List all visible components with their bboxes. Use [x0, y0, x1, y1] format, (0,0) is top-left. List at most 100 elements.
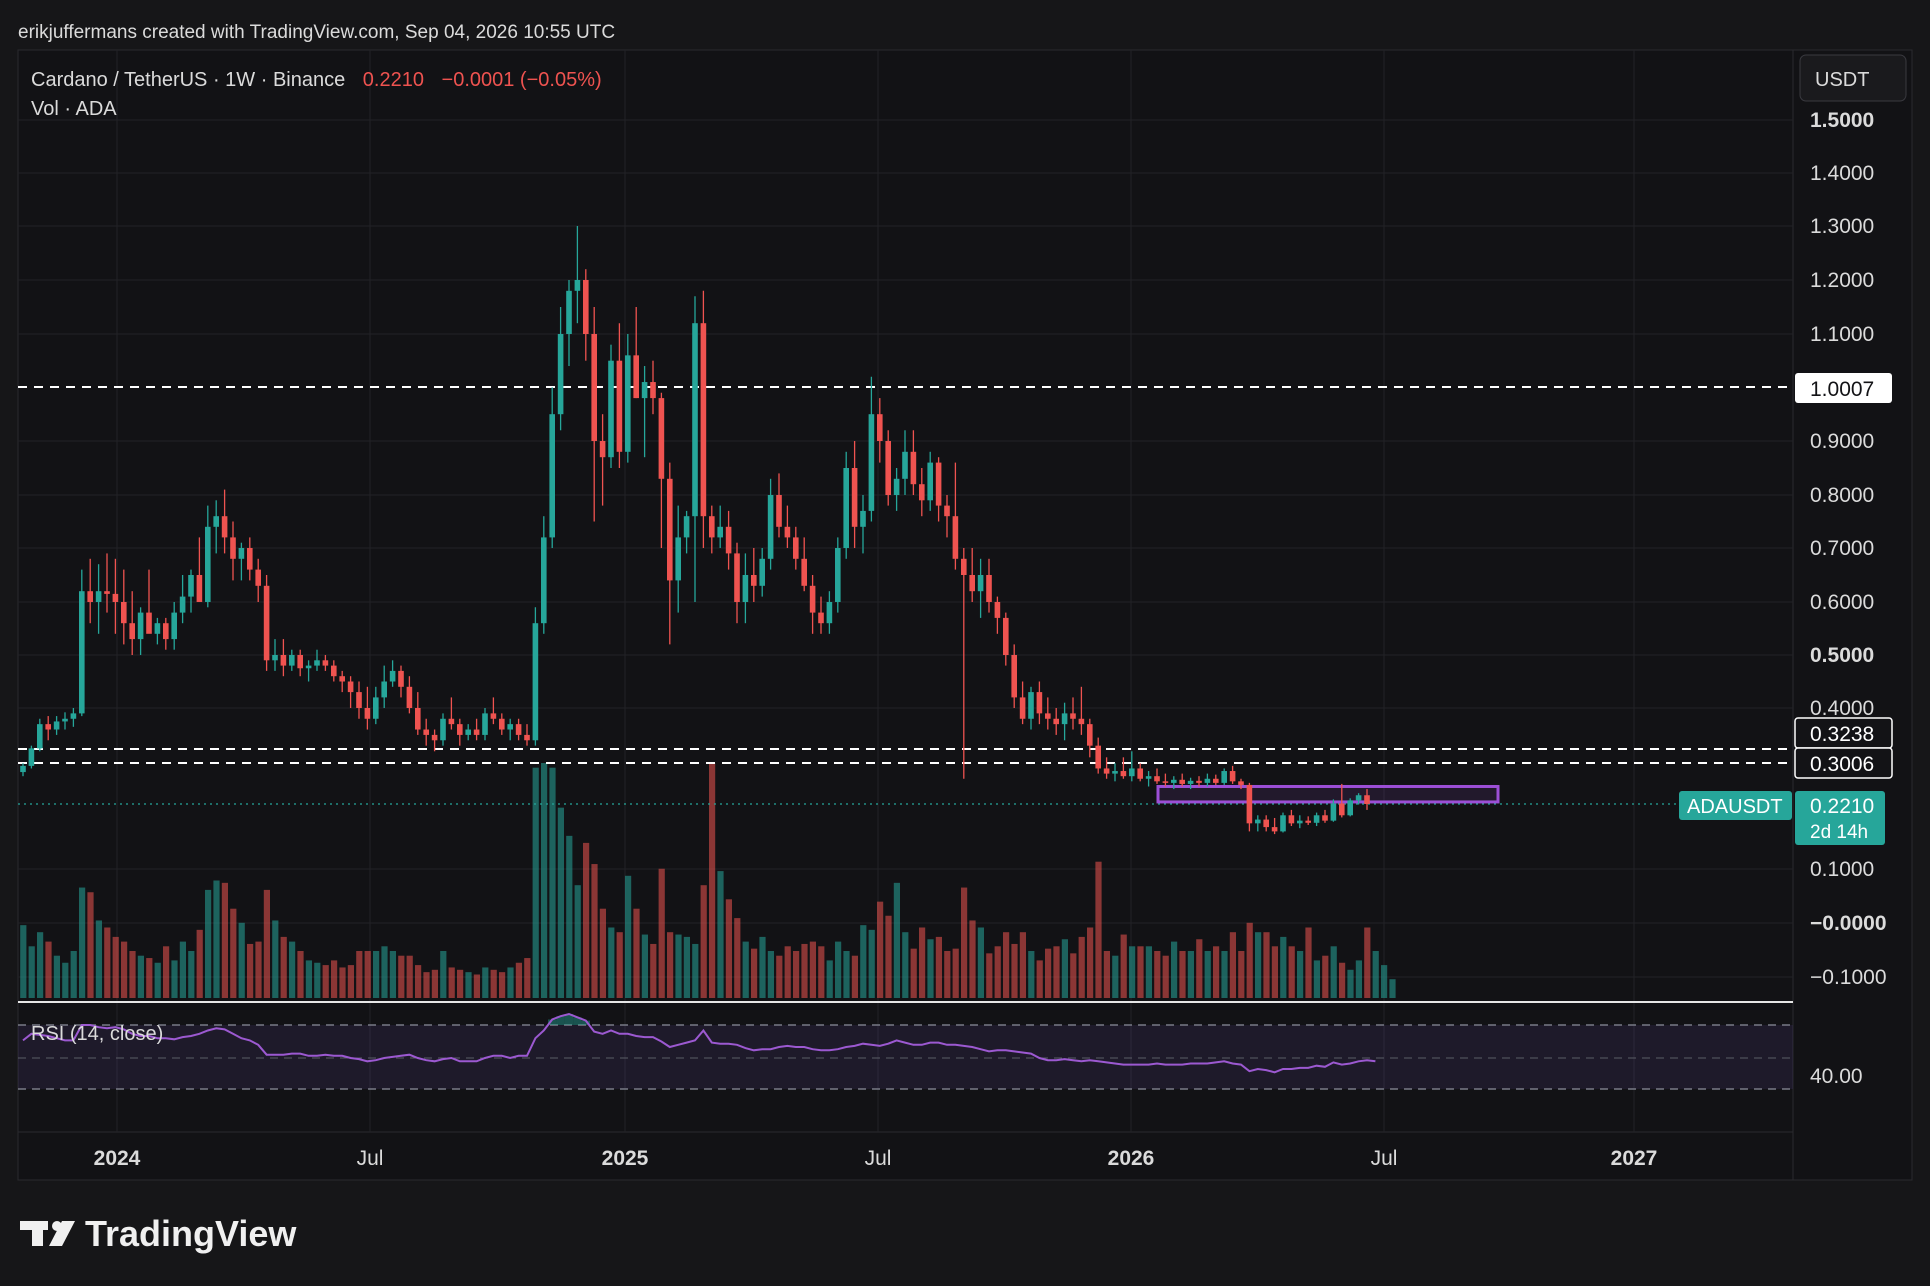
volume-bar	[557, 807, 564, 998]
volume-bar	[1112, 955, 1119, 998]
candle-body	[1145, 776, 1152, 779]
legend-line: Cardano / TetherUS · 1W · Binance 0.2210…	[31, 69, 602, 91]
symbol-price-tag[interactable]: ADAUSDT 0.2210 2d 14h	[1679, 791, 1885, 845]
volume-bar	[45, 941, 52, 998]
legend-volume: Vol · ADA	[31, 98, 117, 120]
candle-body	[406, 686, 413, 708]
candle-body	[1255, 819, 1261, 824]
candle-body	[1263, 819, 1269, 828]
volume-bar	[1028, 951, 1035, 998]
candle-body	[641, 382, 648, 399]
volume-bar	[297, 951, 304, 998]
candle-body	[751, 575, 757, 586]
volume-bar	[1271, 946, 1278, 998]
volume-bar	[927, 939, 934, 998]
currency-label: USDT	[1815, 69, 1869, 91]
volume-bar	[1070, 953, 1077, 998]
candle-body	[734, 553, 740, 602]
volume-bar	[289, 941, 296, 998]
volume-bar	[146, 958, 153, 998]
candle-body	[1330, 803, 1337, 821]
price-axis-label: 0.9000	[1810, 430, 1874, 453]
volume-bar	[154, 962, 161, 998]
price-axis-label: 1.1000	[1810, 323, 1874, 346]
volume-bar	[809, 941, 816, 998]
candle-body	[1095, 745, 1101, 769]
candle-body	[1246, 784, 1253, 824]
candle-body	[389, 670, 396, 682]
volume-bar	[1137, 946, 1144, 998]
volume-bar	[860, 925, 867, 998]
candle-body	[62, 718, 68, 722]
volume-bar	[331, 960, 338, 998]
volume-bar	[448, 967, 455, 998]
candle-body	[1028, 692, 1034, 719]
candle-body	[692, 323, 698, 517]
volume-bar	[70, 951, 77, 998]
currency-button[interactable]	[1799, 54, 1907, 102]
volume-bar	[574, 885, 581, 998]
time-axis[interactable]: 2024 Jul 2025 Jul 2026 Jul 2027	[94, 1147, 1658, 1170]
candle-body	[1213, 778, 1219, 783]
volume-bar	[515, 962, 522, 998]
volume-bar	[784, 946, 791, 998]
price-axis-label: 1.5000	[1810, 109, 1874, 132]
candle-body	[154, 623, 161, 634]
candle-body	[667, 478, 673, 581]
volume-bar	[62, 962, 69, 998]
volume-bar	[591, 864, 598, 998]
price-axis-label: 1.4000	[1810, 162, 1874, 185]
candle-body	[658, 398, 665, 479]
volume-bar	[1204, 951, 1211, 998]
volume-bar	[482, 967, 489, 998]
candle-body	[944, 505, 950, 517]
candle-body	[1288, 815, 1295, 824]
volume-bar	[961, 887, 968, 998]
time-axis-label: Jul	[865, 1147, 892, 1170]
candle-body	[289, 655, 295, 666]
volume-bar	[1389, 979, 1396, 998]
volume-bar	[1154, 951, 1161, 998]
range-box[interactable]	[1156, 784, 1500, 804]
candle-body	[986, 575, 992, 602]
level-mid-label: 0.3238	[1810, 723, 1874, 746]
volume-bar	[423, 972, 430, 998]
volume-bar	[473, 974, 480, 998]
volume-bar	[213, 880, 220, 998]
candle-body	[280, 655, 287, 666]
price-axis-label: −0.0000	[1810, 912, 1887, 935]
volume-bar	[188, 951, 195, 998]
volume-bar	[616, 932, 623, 998]
brand-name: TradingView	[85, 1213, 297, 1254]
candle-body	[919, 484, 925, 501]
volume-bar	[725, 899, 732, 998]
volume-bar	[457, 969, 464, 998]
candle-body	[415, 708, 421, 730]
candle-body	[1322, 815, 1328, 821]
volume-bar	[1238, 951, 1245, 998]
candle-body	[104, 591, 110, 594]
volume-bar	[1019, 932, 1026, 998]
volume-bar	[171, 960, 178, 998]
level-low-tag: 0.3006	[1794, 747, 1893, 779]
volume-bar	[465, 972, 472, 998]
volume-bar	[280, 936, 287, 998]
volume-bar	[994, 946, 1001, 998]
volume-bar	[104, 927, 111, 998]
volume-bar	[583, 842, 590, 998]
candle-body	[843, 468, 849, 548]
volume-bar	[969, 920, 976, 998]
candle-body	[1078, 718, 1085, 725]
candle-body	[457, 724, 463, 735]
volume-bar	[625, 875, 632, 998]
volume-bar	[818, 946, 825, 998]
volume-bar	[272, 920, 279, 998]
candle-body	[1036, 692, 1043, 714]
price-axis[interactable]: 1.5000 1.4000 1.3000 1.2000 1.1000 0.9000 0.80…	[1810, 109, 1887, 989]
volume-bar	[221, 882, 228, 998]
candle-body	[818, 612, 824, 624]
price-axis-label: 0.8000	[1810, 484, 1874, 507]
volume-bar	[1347, 969, 1354, 998]
candle-body	[205, 526, 211, 602]
